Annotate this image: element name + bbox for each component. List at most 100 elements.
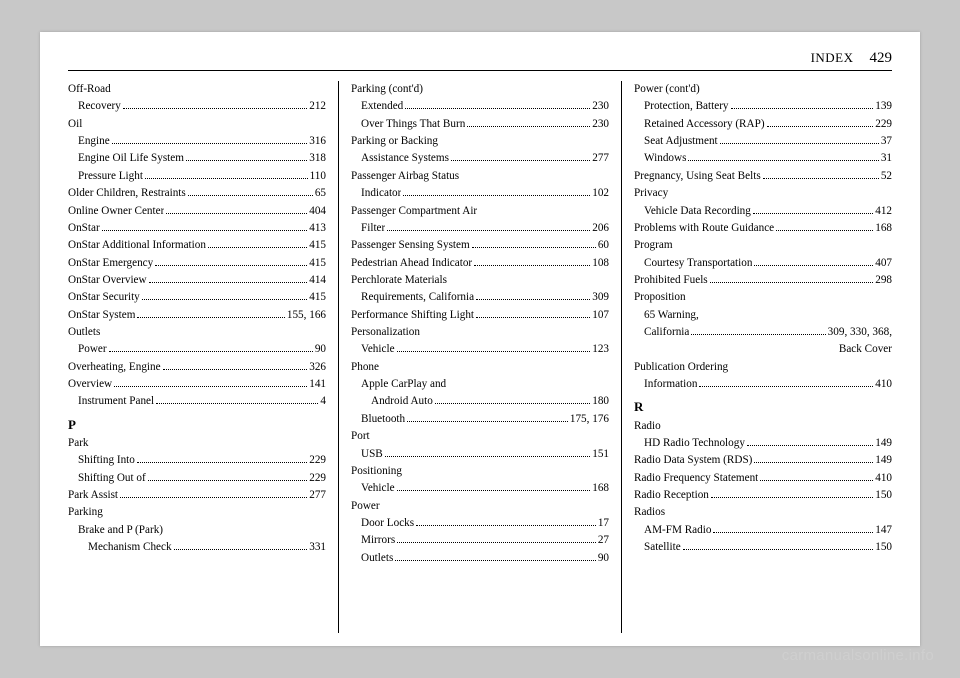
- entry-page: 410: [875, 376, 892, 393]
- index-entry: OnStar Overview 414: [68, 272, 326, 289]
- dot-leader: [754, 265, 873, 266]
- index-heading: Passenger Airbag Status: [351, 168, 609, 185]
- entry-page: 180: [592, 393, 609, 410]
- index-entry: Engine316: [68, 133, 326, 150]
- dot-leader: [767, 126, 874, 127]
- dot-leader: [397, 351, 591, 352]
- entry-label: Assistance Systems: [361, 150, 449, 167]
- entry-page: 155, 166: [287, 307, 326, 324]
- index-entry: USB151: [351, 446, 609, 463]
- index-entry: Vehicle Data Recording412: [634, 203, 892, 220]
- index-entry: OnStar Security415: [68, 289, 326, 306]
- entry-page: 410: [875, 470, 892, 487]
- entry-page: 150: [875, 487, 892, 504]
- entry-page: 147: [875, 522, 892, 539]
- index-entry: Courtesy Transportation407: [634, 255, 892, 272]
- entry-label: OnStar Overview: [68, 272, 147, 289]
- entry-page: 414: [309, 272, 326, 289]
- entry-page: 52: [881, 168, 892, 185]
- index-heading: Radio: [634, 418, 892, 435]
- entry-page: 316: [309, 133, 326, 150]
- index-entry: Filter206: [351, 220, 609, 237]
- dot-leader: [188, 195, 313, 196]
- entry-page: 141: [309, 376, 326, 393]
- dot-leader: [688, 160, 878, 161]
- section-title: INDEX: [811, 50, 854, 66]
- index-entry: Passenger Sensing System60: [351, 237, 609, 254]
- entry-label: Door Locks: [361, 515, 414, 532]
- dot-leader: [747, 445, 873, 446]
- index-entry: Shifting Out of229: [68, 470, 326, 487]
- index-heading: Personalization: [351, 324, 609, 341]
- entry-label: Overview: [68, 376, 112, 393]
- entry-label: Online Owner Center: [68, 203, 164, 220]
- index-entry: Shifting Into229: [68, 452, 326, 469]
- page-number: 429: [870, 50, 893, 67]
- index-entry: Pedestrian Ahead Indicator108: [351, 255, 609, 272]
- entry-page: 212: [309, 98, 326, 115]
- dot-leader: [683, 549, 874, 550]
- index-entry: Information410: [634, 376, 892, 393]
- entry-label: Passenger Sensing System: [351, 237, 470, 254]
- dot-leader: [763, 178, 879, 179]
- dot-leader: [163, 369, 308, 370]
- entry-label: Bluetooth: [361, 411, 405, 428]
- entry-page: 90: [598, 550, 609, 567]
- entry-label: Mirrors: [361, 532, 395, 549]
- dot-leader: [156, 403, 318, 404]
- entry-page: 277: [592, 150, 609, 167]
- index-entry: Pressure Light110: [68, 168, 326, 185]
- entry-label: Over Things That Burn: [361, 116, 465, 133]
- dot-leader: [145, 178, 308, 179]
- index-entry: Radio Frequency Statement410: [634, 470, 892, 487]
- entry-page: 102: [592, 185, 609, 202]
- index-column-2: Parking (cont'd)Extended230Over Things T…: [339, 81, 622, 633]
- index-entry: Engine Oil Life System318: [68, 150, 326, 167]
- entry-page: 90: [315, 341, 326, 358]
- dot-leader: [397, 542, 596, 543]
- entry-label: Overheating, Engine: [68, 359, 161, 376]
- entry-page: 4: [320, 393, 326, 410]
- dot-leader: [397, 490, 591, 491]
- entry-page: 149: [875, 435, 892, 452]
- dot-leader: [109, 351, 313, 352]
- index-entry: Seat Adjustment 37: [634, 133, 892, 150]
- entry-page: 168: [875, 220, 892, 237]
- entry-label: Instrument Panel: [78, 393, 154, 410]
- entry-page: 413: [309, 220, 326, 237]
- entry-label: Vehicle: [361, 480, 395, 497]
- dot-leader: [137, 317, 284, 318]
- entry-label: OnStar Emergency: [68, 255, 153, 272]
- entry-page: 230: [592, 98, 609, 115]
- entry-page: 331: [309, 539, 326, 556]
- index-entry: Online Owner Center404: [68, 203, 326, 220]
- entry-label: Pedestrian Ahead Indicator: [351, 255, 472, 272]
- index-heading: Parking: [68, 504, 326, 521]
- entry-page: 37: [881, 133, 892, 150]
- entry-label: Mechanism Check: [88, 539, 172, 556]
- index-heading: Port: [351, 428, 609, 445]
- index-page: INDEX 429 Off-RoadRecovery212OilEngine31…: [40, 32, 920, 646]
- page-header: INDEX 429: [68, 50, 892, 71]
- dot-leader: [691, 334, 825, 335]
- dot-leader: [476, 299, 590, 300]
- entry-page: 123: [592, 341, 609, 358]
- entry-label: Courtesy Transportation: [644, 255, 752, 272]
- entry-label: Extended: [361, 98, 403, 115]
- entry-label: Seat Adjustment: [644, 133, 718, 150]
- entry-label: California: [644, 324, 689, 341]
- dot-leader: [467, 126, 590, 127]
- index-entry: OnStar System155, 166: [68, 307, 326, 324]
- index-entry: Assistance Systems 277: [351, 150, 609, 167]
- dot-leader: [155, 265, 307, 266]
- index-subheading: 65 Warning,: [634, 307, 892, 324]
- entry-page: 326: [309, 359, 326, 376]
- dot-leader: [713, 532, 873, 533]
- index-entry: Instrument Panel 4: [68, 393, 326, 410]
- index-entry: Overheating, Engine 326: [68, 359, 326, 376]
- entry-label: Satellite: [644, 539, 681, 556]
- dot-leader: [174, 549, 308, 550]
- dot-leader: [137, 462, 307, 463]
- index-heading: Positioning: [351, 463, 609, 480]
- entry-label: Vehicle Data Recording: [644, 203, 751, 220]
